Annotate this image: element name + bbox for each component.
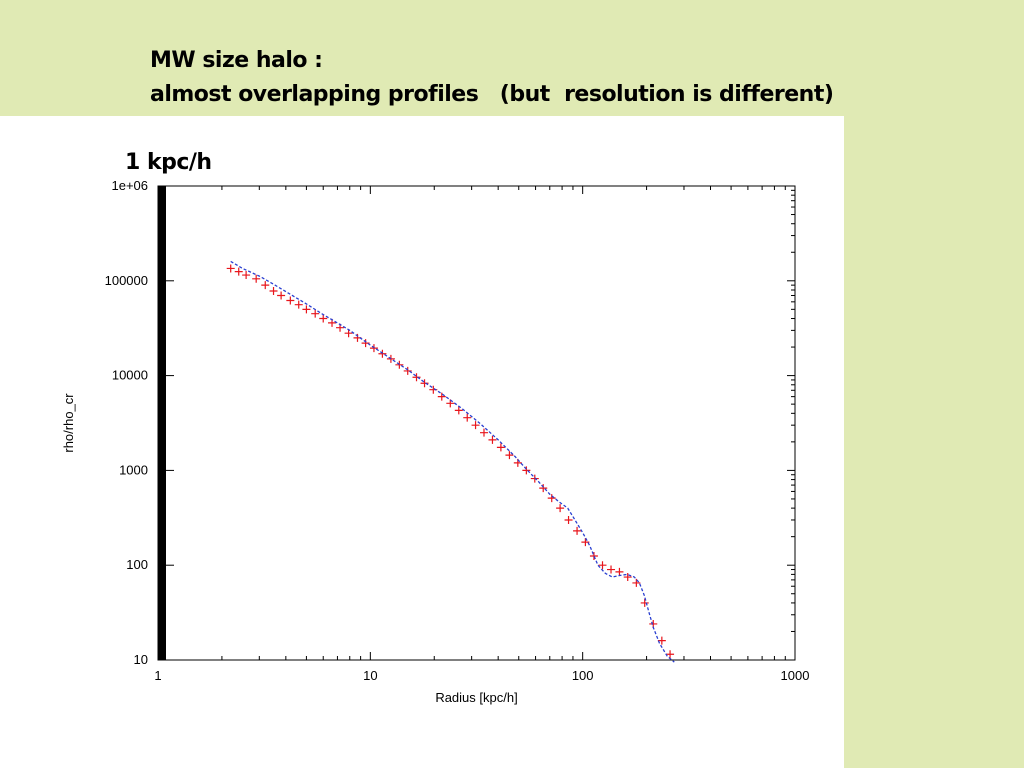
y-tick-label: 1e+06: [111, 178, 148, 193]
data-point: [496, 443, 505, 452]
data-point: [226, 264, 235, 273]
y-tick-label: 10: [134, 652, 148, 667]
data-point: [294, 300, 303, 309]
data-point: [573, 526, 582, 535]
data-point: [666, 650, 675, 659]
data-point: [589, 552, 598, 561]
plot-left-bar: [158, 186, 166, 660]
data-point: [286, 296, 295, 305]
data-point: [311, 309, 320, 318]
data-point: [479, 428, 488, 437]
slide-title-line-2: almost overlapping profiles (but resolut…: [150, 82, 834, 107]
data-point: [581, 538, 590, 547]
data-point: [640, 598, 649, 607]
y-tick-label: 100: [126, 557, 148, 572]
data-point: [657, 636, 666, 645]
data-point: [437, 392, 446, 401]
profile-line-series-1: [230, 260, 675, 663]
data-point: [234, 267, 243, 276]
y-tick-label: 100000: [105, 273, 148, 288]
data-point: [252, 274, 261, 283]
x-tick-label: 1: [154, 668, 161, 683]
plot-frame: [157, 185, 796, 661]
data-point: [556, 504, 565, 513]
x-axis-label: Radius [kpc/h]: [435, 690, 517, 705]
y-tick-label: 10000: [112, 368, 148, 383]
slide-title-line-1: MW size halo :: [150, 48, 323, 73]
x-tick-label: 1000: [781, 668, 810, 683]
data-point: [547, 494, 556, 503]
x-tick-label: 10: [363, 668, 377, 683]
y-axis-label: rho/rho_cr: [61, 393, 76, 453]
data-point: [607, 565, 616, 574]
data-point: [277, 291, 286, 300]
data-point: [420, 379, 429, 388]
data-point: [522, 466, 531, 475]
data-point: [505, 451, 514, 460]
data-point: [463, 413, 472, 422]
data-point: [471, 421, 480, 430]
slide-title: MW size halo : almost overlapping profil…: [150, 44, 834, 112]
y-tick-label: 1000: [119, 462, 148, 477]
data-point: [242, 271, 251, 280]
data-point: [598, 561, 607, 570]
data-point: [623, 573, 632, 582]
data-point: [454, 406, 463, 415]
data-point: [539, 484, 548, 493]
data-point: [269, 287, 278, 296]
data-point: [395, 360, 404, 369]
data-point: [344, 329, 353, 338]
data-point: [403, 366, 412, 375]
data-point: [261, 281, 270, 290]
data-point: [615, 567, 624, 576]
x-tick-label: 100: [572, 668, 594, 683]
data-point: [564, 515, 573, 524]
chart-panel: [0, 116, 844, 768]
data-point: [302, 305, 311, 314]
data-point: [488, 435, 497, 444]
data-point: [412, 373, 421, 382]
data-point: [319, 314, 328, 323]
resolution-label: 1 kpc/h: [125, 150, 212, 175]
